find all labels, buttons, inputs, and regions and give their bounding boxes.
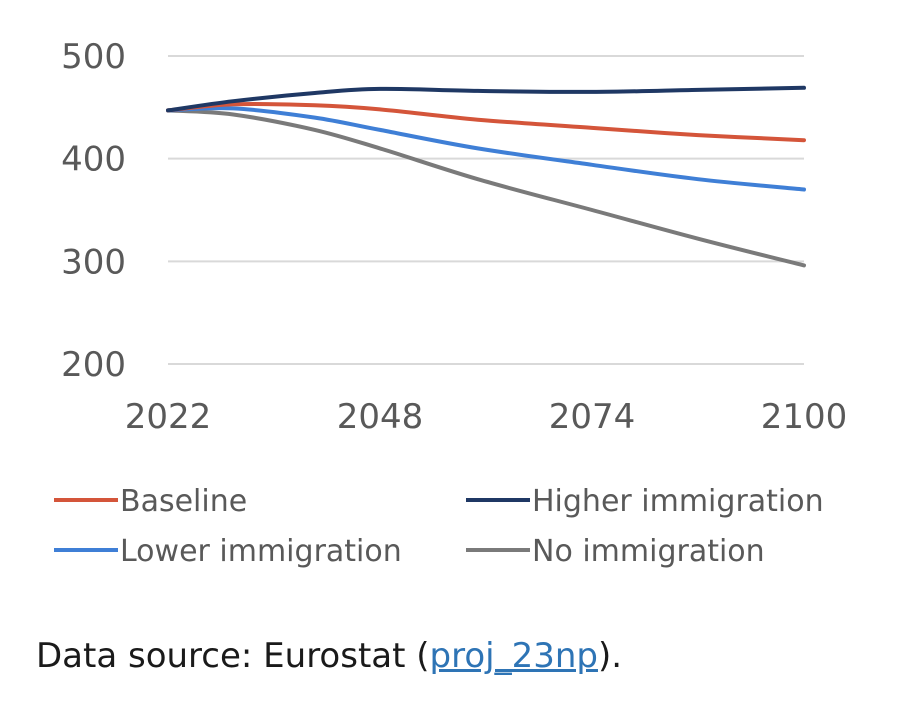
source-link[interactable]: proj_23np xyxy=(429,636,598,676)
legend-label-higher-immigration: Higher immigration xyxy=(532,484,824,519)
x-tick-label-2: 2074 xyxy=(549,397,636,437)
series-line-baseline xyxy=(166,101,806,143)
x-tick-label-0: 2022 xyxy=(125,397,212,437)
y-tick-label-1: 300 xyxy=(61,242,126,282)
x-tick-label-3: 2100 xyxy=(761,397,848,437)
series-line-higher-immigration xyxy=(166,85,806,113)
line-chart: 200 300 400 500 2022 2048 2074 2100 Baseline Hi… xyxy=(54,37,848,569)
y-tick-label-0: 200 xyxy=(61,345,126,385)
source-prefix: Data source: Eurostat ( xyxy=(36,636,430,676)
legend-label-baseline: Baseline xyxy=(120,484,247,519)
legend-label-lower-immigration: Lower immigration xyxy=(120,534,402,569)
data-source-note: Data source: Eurostat (proj_23np). xyxy=(36,636,622,676)
series-line-no-immigration xyxy=(166,108,806,268)
legend-label-no-immigration: No immigration xyxy=(532,534,765,569)
source-suffix: ). xyxy=(597,636,623,676)
legend: Baseline Higher immigration Lower immigrat… xyxy=(54,484,824,569)
series-lines xyxy=(166,85,806,268)
y-tick-label-2: 400 xyxy=(61,140,126,180)
y-axis-tick-labels: 200 300 400 500 xyxy=(61,37,126,385)
series-line-lower-immigration xyxy=(166,106,806,192)
gridlines xyxy=(168,55,804,365)
x-axis-tick-labels: 2022 2048 2074 2100 xyxy=(125,397,848,437)
x-tick-label-1: 2048 xyxy=(337,397,424,437)
y-tick-label-3: 500 xyxy=(61,37,126,77)
